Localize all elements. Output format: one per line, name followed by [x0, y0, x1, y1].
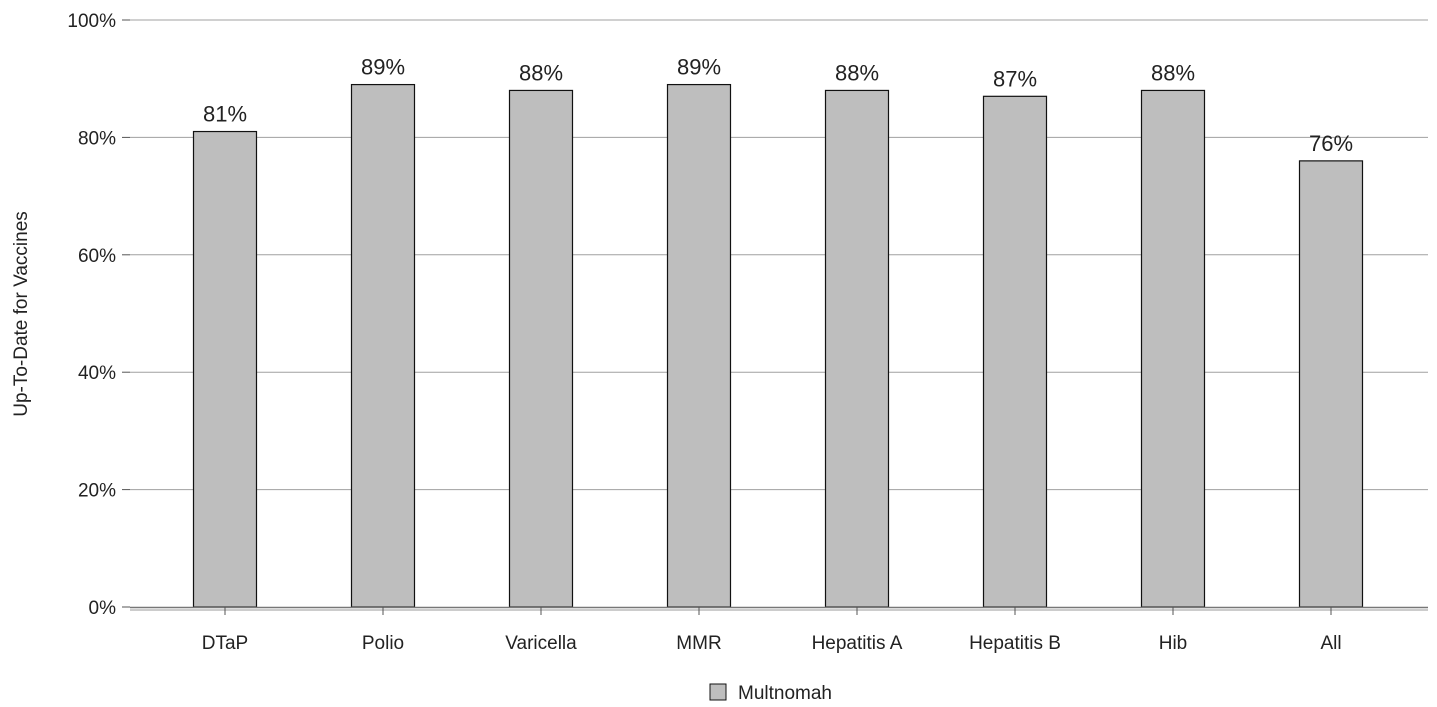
bar — [1140, 89, 1206, 608]
bar — [982, 95, 1048, 608]
y-tick-label: 0% — [89, 598, 117, 619]
data-label: 88% — [519, 60, 563, 85]
bar — [1298, 160, 1364, 608]
x-tick-label: Hib — [1159, 633, 1188, 654]
legend-label-multnomah: Multnomah — [738, 683, 832, 702]
bar — [666, 83, 732, 608]
bar — [824, 89, 890, 608]
bar — [350, 83, 416, 608]
legend: Multnomah — [709, 683, 832, 704]
data-label: 87% — [993, 66, 1037, 91]
data-labels: 81% 89% 88% 89% 88% 87% 88% 76% — [203, 55, 1353, 156]
y-tick-label: 60% — [78, 246, 116, 267]
x-tick-label: MMR — [676, 633, 721, 654]
y-tick-label: 40% — [78, 363, 116, 384]
data-label: 76% — [1309, 131, 1353, 156]
x-tick-label: Hepatitis B — [969, 633, 1061, 654]
x-tick-label: All — [1320, 633, 1341, 654]
x-tick-label: Polio — [362, 633, 404, 654]
y-tick-label: 20% — [78, 481, 116, 502]
data-label: 89% — [677, 55, 721, 80]
x-tick-label: Varicella — [505, 633, 577, 654]
y-axis-title: Up-To-Date for Vaccines — [11, 211, 32, 417]
x-tick-label: DTaP — [202, 633, 248, 654]
y-tick-label: 80% — [78, 128, 116, 149]
bar — [508, 89, 574, 608]
axes: 0% 20% 40% 60% 80% 100% DTaP Polio Varicella MMR H… — [67, 11, 1428, 654]
data-label: 88% — [835, 60, 879, 85]
data-label: 81% — [203, 102, 247, 127]
data-label: 88% — [1151, 60, 1195, 85]
bars — [192, 83, 1364, 608]
legend-swatch — [709, 683, 727, 701]
x-tick-label: Hepatitis A — [812, 633, 903, 654]
bar — [192, 130, 258, 608]
y-tick-label: 100% — [67, 11, 116, 32]
data-label: 89% — [361, 55, 405, 80]
gridlines — [130, 19, 1428, 491]
